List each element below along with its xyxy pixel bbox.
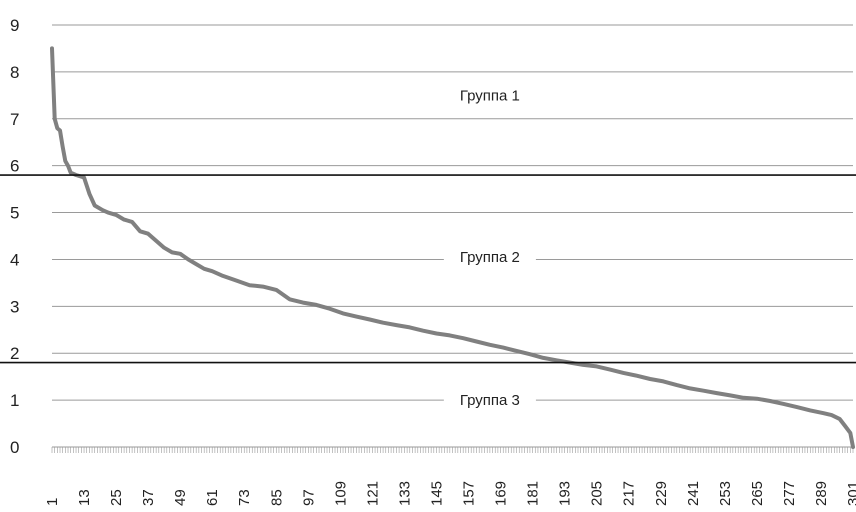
group-label: Группа 1 — [460, 87, 520, 104]
x-tick-label: 145 — [428, 481, 445, 506]
x-tick-label: 193 — [557, 481, 574, 506]
group-label-background — [443, 247, 536, 268]
y-tick-label: 0 — [10, 438, 19, 457]
x-tick-label: 157 — [461, 481, 478, 506]
gridlines — [52, 24, 853, 401]
x-tick-label: 121 — [364, 481, 381, 506]
y-tick-label: 7 — [10, 110, 19, 129]
x-tick-marks — [51, 447, 854, 453]
x-tick-label: 73 — [236, 489, 253, 506]
x-tick-label: 1 — [44, 498, 61, 506]
group-label: Группа 3 — [460, 392, 520, 409]
group-label-background — [443, 390, 536, 411]
series-line — [50, 46, 855, 449]
x-tick-label: 253 — [717, 481, 734, 506]
x-tick-label: 13 — [76, 489, 93, 506]
group-annotations: Группа 1 Группа 2 Группа 3 — [443, 85, 536, 411]
y-tick-label: 9 — [10, 16, 19, 35]
x-tick-label: 289 — [813, 481, 830, 506]
y-tick-label: 3 — [10, 297, 19, 316]
x-tick-label: 49 — [172, 489, 189, 506]
x-tick-label: 181 — [525, 481, 542, 506]
x-tick-label: 85 — [268, 489, 285, 506]
y-tick-label: 5 — [10, 204, 19, 223]
x-tick-label: 301 — [845, 481, 856, 506]
x-tick-label: 277 — [781, 481, 798, 506]
x-tick-label: 265 — [749, 481, 766, 506]
y-axis: 0 1 2 3 4 5 6 7 8 9 — [10, 16, 19, 457]
threshold-lines — [0, 174, 856, 364]
x-axis: 1 13 25 37 49 61 73 85 97 109 121 133 145 157 169 181 19… — [44, 446, 856, 506]
x-tick-label: 37 — [140, 489, 157, 506]
group-label: Группа 2 — [460, 249, 520, 266]
x-tick-label: 133 — [396, 481, 413, 506]
group-label-background — [443, 85, 536, 106]
x-tick-label: 61 — [204, 489, 221, 506]
y-tick-label: 2 — [10, 344, 19, 363]
x-tick-label: 229 — [653, 481, 670, 506]
x-tick-label: 205 — [589, 481, 606, 506]
y-tick-label: 1 — [10, 391, 19, 410]
x-tick-label: 97 — [300, 489, 317, 506]
series-group — [50, 46, 855, 449]
x-tick-label: 241 — [685, 481, 702, 506]
y-tick-label: 8 — [10, 63, 19, 82]
y-tick-label: 6 — [10, 157, 19, 176]
x-tick-label: 217 — [621, 481, 638, 506]
x-tick-label: 109 — [332, 481, 349, 506]
x-tick-label: 169 — [493, 481, 510, 506]
x-tick-label: 25 — [108, 489, 125, 506]
y-tick-label: 4 — [10, 250, 19, 269]
